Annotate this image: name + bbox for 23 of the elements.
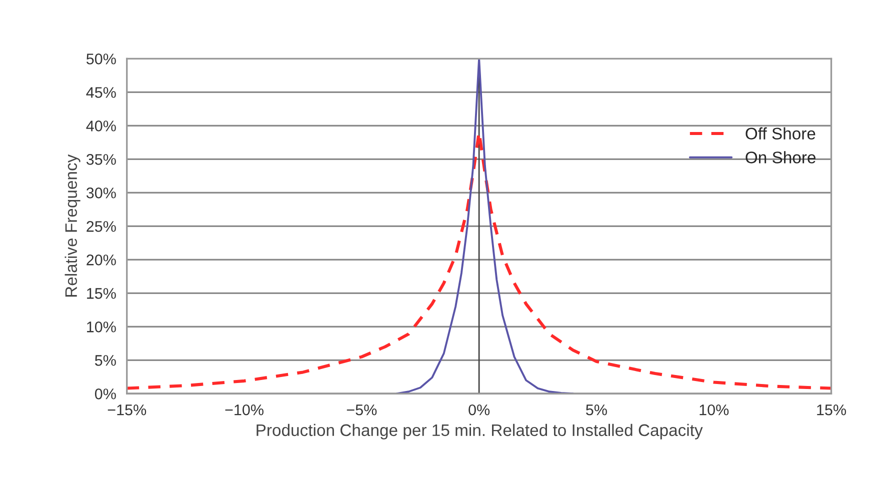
x-tick-label: 15% — [817, 404, 846, 416]
y-tick-label: 10% — [87, 322, 116, 332]
y-tick-label: 15% — [87, 288, 116, 299]
x-tick-label: 5% — [586, 404, 607, 416]
x-axis-title: Production Change per 15 min. Related to Installed Capacity — [256, 424, 703, 440]
y-tick-label: 35% — [86, 154, 116, 165]
x-tick-label: −5% — [346, 404, 377, 416]
y-tick-label: 20% — [86, 254, 116, 266]
y-axis-title: Relative Frequency — [64, 154, 80, 297]
line-series — [396, 58, 574, 394]
y-tick-label: 25% — [86, 221, 116, 232]
x-tick-label: −15% — [108, 404, 146, 416]
y-tick-label: 30% — [86, 188, 116, 198]
y-tick-label: 40% — [86, 120, 116, 132]
x-tick-label: 0% — [468, 404, 490, 416]
x-tick-label: −10% — [225, 404, 264, 416]
x-tick-label: 10% — [700, 404, 729, 416]
y-tick-label: 0% — [94, 388, 116, 400]
y-tick-label: 45% — [86, 87, 116, 98]
y-tick-label: 50% — [86, 54, 116, 64]
legend-label: Off Shore — [746, 127, 816, 140]
y-tick-label: 5% — [94, 355, 116, 366]
legend-label: On Shore — [746, 151, 816, 164]
